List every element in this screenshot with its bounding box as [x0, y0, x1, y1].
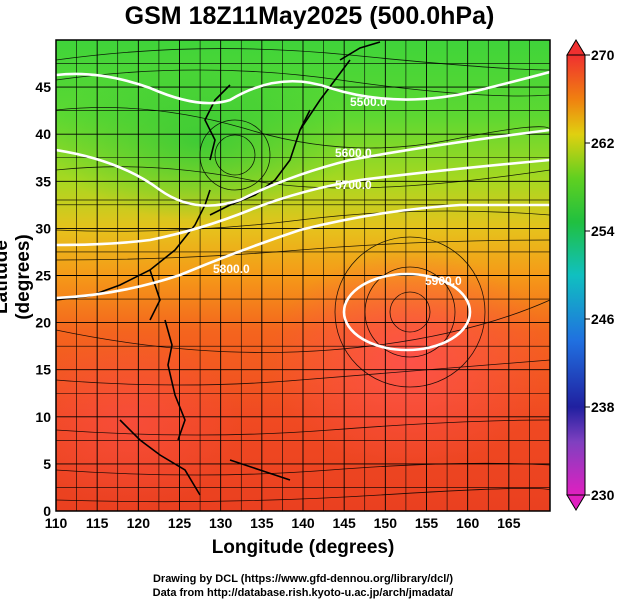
- x-tick-label: 160: [456, 515, 480, 531]
- x-tick-label: 120: [127, 515, 151, 531]
- x-tick-label: 165: [497, 515, 521, 531]
- x-tick-label: 130: [209, 515, 233, 531]
- temperature-field: 5500.0 5600.0 5700.0 5800.0 5900.0: [56, 40, 550, 511]
- x-tick-label: 150: [374, 515, 398, 531]
- x-tick-label: 135: [250, 515, 274, 531]
- x-tick-label: 125: [168, 515, 192, 531]
- y-tick-label: 40: [35, 126, 51, 142]
- y-tick-label: 0: [43, 503, 51, 519]
- lat-lon-grid: [56, 40, 550, 511]
- contour-label-5500: 5500.0: [350, 95, 387, 109]
- contour-label-5900: 5900.0: [425, 274, 462, 288]
- colorbar-tick-label: 230: [591, 487, 615, 503]
- colorbar-tick-label: 262: [591, 135, 615, 151]
- plot-frame: [55, 39, 551, 512]
- chart-title: GSM 18Z11May2025 (500.0hPa): [124, 2, 495, 30]
- contour-label-5700: 5700.0: [335, 178, 372, 192]
- y-tick-label: 25: [35, 268, 51, 284]
- x-tick-label: 110: [45, 515, 68, 531]
- y-tick-label: 10: [35, 409, 51, 425]
- y-axis-label: Latitude (degrees): [0, 234, 34, 320]
- contour-label-5800: 5800.0: [213, 262, 250, 276]
- colorbar-tick-label: 246: [591, 311, 615, 327]
- contour-label-5600: 5600.0: [335, 146, 372, 160]
- x-tick-label: 155: [415, 515, 439, 531]
- colorbar: 230 238 246 254 262 270: [566, 39, 615, 511]
- y-axis-ticks: 0 5 10 15 20 25 30 35 40 45: [35, 79, 51, 519]
- x-axis-label: Longitude (degrees): [211, 537, 395, 558]
- y-tick-label: 45: [35, 79, 51, 95]
- x-tick-label: 145: [332, 515, 356, 531]
- colorbar-scale: [566, 54, 586, 496]
- x-tick-label: 140: [291, 515, 315, 531]
- y-tick-label: 35: [35, 173, 51, 189]
- credit-dcl: Drawing by DCL (https://www.gfd-dennou.o…: [152, 573, 454, 585]
- y-tick-label: 15: [35, 362, 51, 378]
- y-tick-label: 5: [43, 456, 51, 472]
- colorbar-top-arrow: [566, 39, 586, 56]
- colorbar-tick-label: 270: [591, 47, 615, 63]
- credit-data-source: Data from http://database.rish.kyoto-u.a…: [152, 587, 454, 599]
- x-axis-ticks: 110 115 120 125 130 135 140 145 150 155 160 165: [45, 515, 521, 531]
- y-tick-label: 30: [35, 220, 51, 236]
- colorbar-bottom-arrow: [566, 494, 586, 511]
- colorbar-tick-label: 254: [591, 223, 615, 239]
- colorbar-tick-label: 238: [591, 399, 615, 415]
- y-tick-label: 20: [35, 315, 51, 331]
- height-contours: [56, 70, 550, 352]
- x-tick-label: 115: [86, 515, 109, 531]
